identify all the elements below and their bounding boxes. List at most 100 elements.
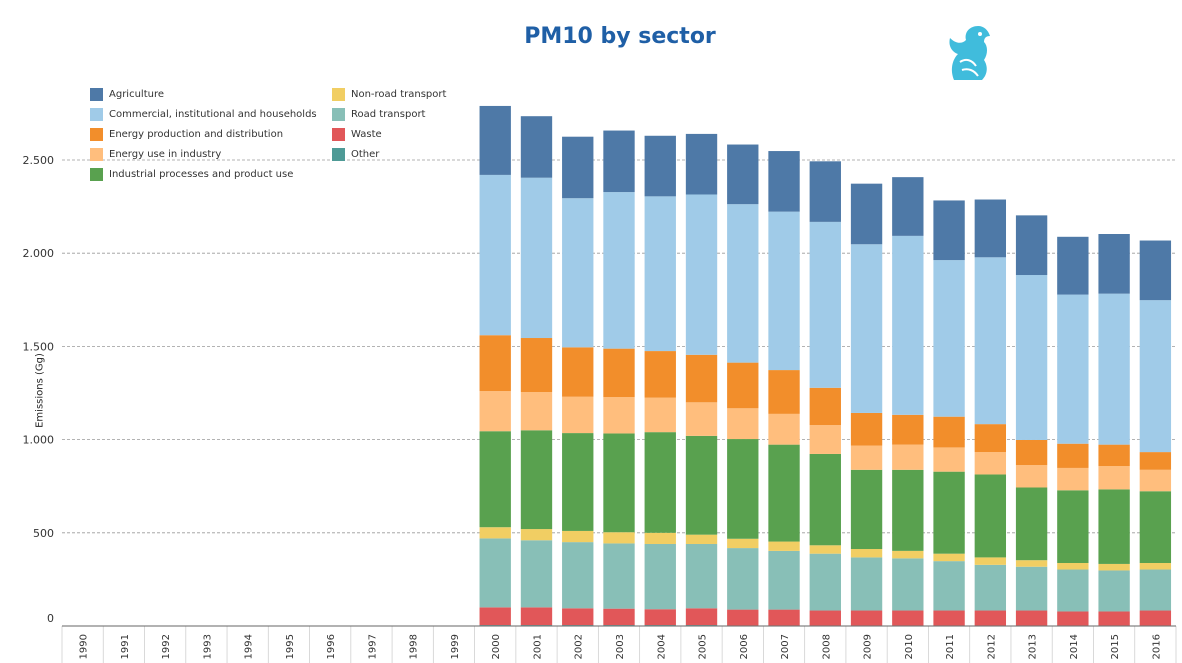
legend-label: Agriculture xyxy=(109,89,164,100)
bar-segment xyxy=(892,469,924,551)
bar-segment xyxy=(933,416,965,448)
bar-segment xyxy=(644,609,676,626)
bar-segment xyxy=(1098,293,1130,445)
bar-segment xyxy=(1098,234,1130,294)
bar-segment xyxy=(933,561,965,611)
bar-segment xyxy=(562,198,594,348)
bar-segment xyxy=(892,414,924,445)
bar-segment xyxy=(1098,444,1130,467)
bar-segment xyxy=(892,235,924,415)
bar-segment xyxy=(479,527,511,539)
bar-segment xyxy=(479,105,511,175)
legend-label: Industrial processes and product use xyxy=(109,169,294,180)
bar-segment xyxy=(768,541,800,551)
bar-segment xyxy=(1015,465,1048,488)
legend-swatch xyxy=(90,88,103,101)
bar-segment xyxy=(644,351,676,398)
x-tick-label: 2001 xyxy=(532,634,543,659)
bar-segment xyxy=(479,538,511,608)
bar-segment xyxy=(768,609,800,626)
bar-segment xyxy=(1057,490,1089,563)
bar-segment xyxy=(1139,469,1172,492)
legend-swatch xyxy=(90,148,103,161)
bar-segment xyxy=(644,432,676,533)
bar-segment xyxy=(933,471,965,554)
bar-segment xyxy=(520,392,553,431)
legend-swatch xyxy=(90,128,103,141)
bar-segment xyxy=(479,335,511,392)
bar-segment xyxy=(850,557,883,611)
bar-segment xyxy=(850,469,883,550)
x-tick-label: 1991 xyxy=(120,634,131,659)
bar-segment xyxy=(1015,215,1048,276)
bar-segment xyxy=(603,192,635,349)
bar-segment xyxy=(479,174,511,336)
bar-segment xyxy=(1139,610,1172,626)
legend-label: Energy use in industry xyxy=(109,149,222,160)
bar-segment xyxy=(768,370,800,414)
x-tick-label: 2003 xyxy=(615,634,626,659)
griffin-logo-icon xyxy=(949,26,990,80)
bar-segment xyxy=(809,610,841,626)
legend-item: Agriculture xyxy=(90,88,164,101)
x-tick-label: 2005 xyxy=(698,634,709,659)
bar-segment xyxy=(562,530,594,543)
bar-segment xyxy=(603,532,635,544)
bar-segment xyxy=(809,425,841,454)
bar-segment xyxy=(809,453,841,546)
legend-swatch xyxy=(90,108,103,121)
bar-segment xyxy=(727,609,759,626)
bar-segment xyxy=(603,130,635,193)
x-tick-label: 1997 xyxy=(367,634,378,659)
bar-segment xyxy=(850,549,883,558)
x-tick-label: 2008 xyxy=(821,634,832,659)
bar-segment xyxy=(562,347,594,397)
legend-label: Energy production and distribution xyxy=(109,129,284,140)
bar-segment xyxy=(892,610,924,626)
bar-segment xyxy=(520,430,553,530)
bar-segment xyxy=(603,608,635,626)
bar-segment xyxy=(1057,236,1089,295)
bar-segment xyxy=(1015,566,1048,611)
y-axis-label: Emissions (Gg) xyxy=(34,353,46,428)
x-tick-label: 2013 xyxy=(1028,634,1039,659)
bar-segment xyxy=(1057,569,1089,612)
x-tick-label: 1992 xyxy=(161,634,172,659)
bar-segment xyxy=(892,444,924,470)
legend-item: Industrial processes and product use xyxy=(90,168,293,181)
bar-segment xyxy=(1098,611,1130,626)
bar-segment xyxy=(1015,560,1048,567)
bar-segment xyxy=(520,529,553,541)
x-tick-label: 1993 xyxy=(202,634,213,659)
bar-segment xyxy=(768,444,800,542)
bar-segment xyxy=(974,257,1007,425)
bar-segment xyxy=(562,396,594,434)
bar-segment xyxy=(644,135,676,197)
legend-item: Non-road transport xyxy=(332,88,446,101)
bar-segment xyxy=(603,348,635,398)
bar-segment xyxy=(1015,487,1048,561)
bar-segment xyxy=(1015,275,1048,440)
x-tick-label: 2012 xyxy=(986,634,997,659)
legend-item: Commercial, institutional and households xyxy=(90,108,317,121)
bar-segment xyxy=(520,116,553,178)
bar-segment xyxy=(1015,439,1048,466)
bar-segment xyxy=(933,447,965,472)
x-tick-label: 1995 xyxy=(285,634,296,659)
bar-segment xyxy=(933,200,965,261)
bar-segment xyxy=(809,545,841,554)
bar-segment xyxy=(644,543,676,610)
legend-label: Road transport xyxy=(351,109,426,120)
bar-segment xyxy=(685,534,718,544)
bar-segment xyxy=(1057,443,1089,468)
bar-segment xyxy=(520,540,553,608)
bar-segment xyxy=(685,608,718,626)
bar-segment xyxy=(727,439,759,539)
bar-segment xyxy=(685,354,718,403)
bar-segment xyxy=(809,387,841,426)
bar-segment xyxy=(850,610,883,626)
bar-segment xyxy=(892,177,924,236)
bar-segment xyxy=(1057,467,1089,491)
y-tick-label: 500 xyxy=(33,527,54,540)
